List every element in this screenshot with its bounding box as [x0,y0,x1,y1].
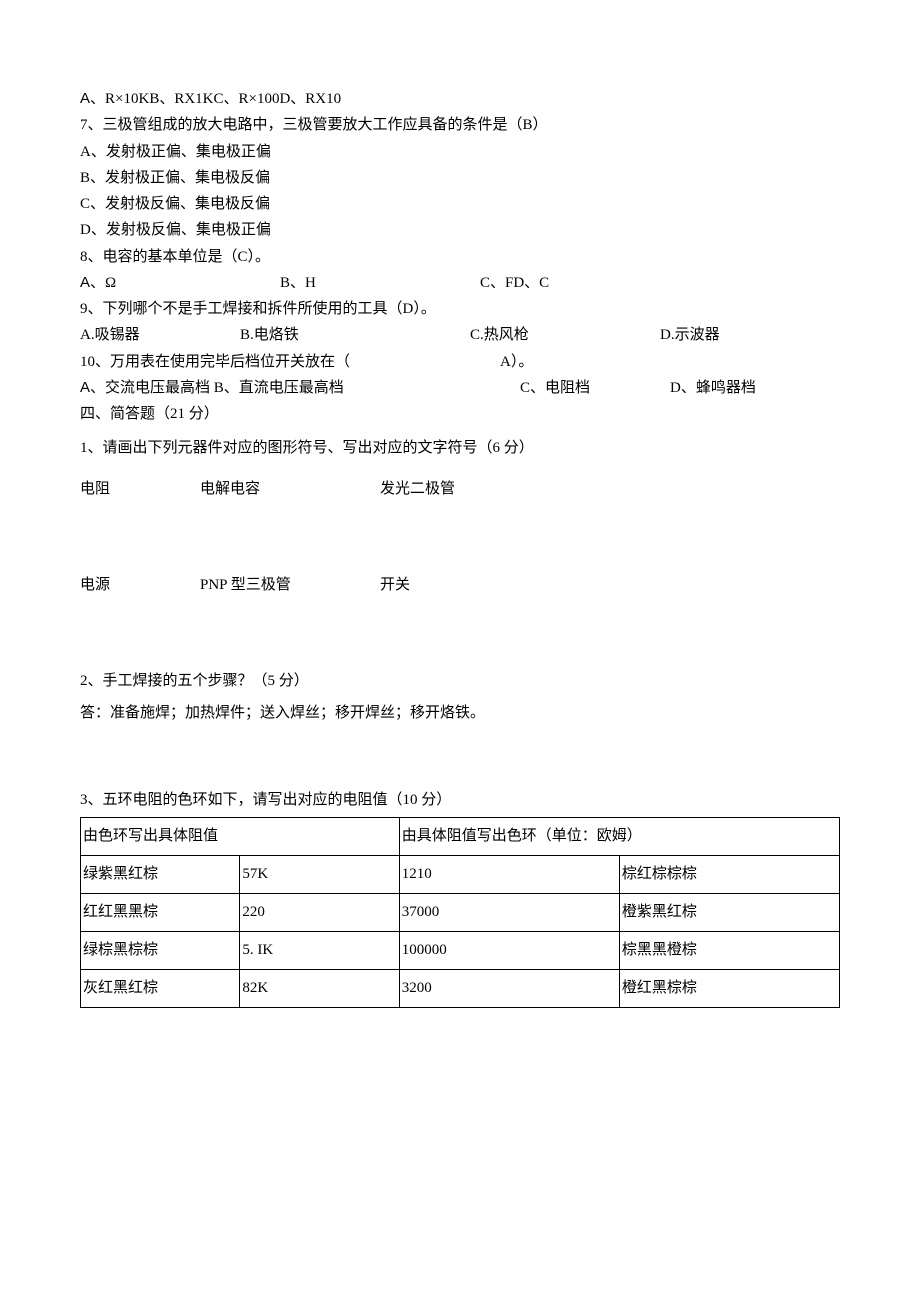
cell-r0-b: 57K [240,855,399,893]
resistor-table: 由色环写出具体阻值 由具体阻值写出色环（单位：欧姆） 绿紫黑红棕 57K 121… [80,817,840,1008]
label-a-prefix: A [80,90,90,107]
s4q2-answer: 答：准备施焊；加热焊件；送入焊丝；移开焊丝；移开烙铁。 [80,700,840,726]
s4q1-r2-i3: 开关 [380,572,520,598]
cell-r3-d: 橙红黑棕棕 [619,969,839,1007]
table-row: 红红黑黑棕 220 37000 橙紫黑红棕 [81,893,840,931]
q9-prompt: 9、下列哪个不是手工焊接和拆件所使用的工具（D）。 [80,296,840,322]
s4q1-r1-i2: 电解电容 [200,476,380,502]
q10-prompt-left: 10、万用表在使用完毕后档位开关放在（ [80,349,500,375]
q7-opt-c: C、发射极反偏、集电极反偏 [80,191,840,217]
table-row: 绿紫黑红棕 57K 1210 棕红棕棕棕 [81,855,840,893]
section4-title: 四、简答题（21 分） [80,401,840,427]
line-a-rx-text: 、R×10KB、RX1KC、R×100D、RX10 [90,91,341,107]
s4q2-prompt: 2、手工焊接的五个步骤？（5 分） [80,668,840,694]
q7-prompt: 7、三极管组成的放大电路中，三极管要放大工作应具备的条件是（B） [80,112,840,138]
q10-opt-c: C、电阻档 [520,375,670,401]
cell-r2-a: 绿棕黑棕棕 [81,931,240,969]
line-a-rx: A、R×10KB、RX1KC、R×100D、RX10 [80,86,840,112]
cell-r3-c: 3200 [399,969,619,1007]
cell-r3-a: 灰红黑红棕 [81,969,240,1007]
cell-r1-d: 橙紫黑红棕 [619,893,839,931]
cell-r0-a: 绿紫黑红棕 [81,855,240,893]
q7-opt-a: A、发射极正偏、集电极正偏 [80,139,840,165]
q10-prompt-row: 10、万用表在使用完毕后档位开关放在（ A）。 [80,349,840,375]
s4q1-r1-i3: 发光二极管 [380,476,520,502]
cell-r3-b: 82K [240,969,399,1007]
s4q3-prompt: 3、五环电阻的色环如下，请写出对应的电阻值（10 分） [80,787,840,813]
table-hdr-right: 由具体阻值写出色环（单位：欧姆） [399,817,839,855]
q9-opt-c: C.热风枪 [470,322,660,348]
table-header-row: 由色环写出具体阻值 由具体阻值写出色环（单位：欧姆） [81,817,840,855]
cell-r2-b: 5. IK [240,931,399,969]
q10-options: A、交流电压最高档 B、直流电压最高档 C、电阻档 D、蜂鸣器档 [80,375,840,401]
table-row: 绿棕黑棕棕 5. IK 100000 棕黑黑橙棕 [81,931,840,969]
table-hdr-left: 由色环写出具体阻值 [81,817,400,855]
q10-opt-d: D、蜂鸣器档 [670,375,756,401]
q10-prompt-right: A）。 [500,349,533,375]
s4q1-row2: 电源 PNP 型三极管 开关 [80,572,840,598]
cell-r1-a: 红红黑黑棕 [81,893,240,931]
cell-r0-c: 1210 [399,855,619,893]
s4q1-r2-i2: PNP 型三极管 [200,572,380,598]
q7-opt-b: B、发射极正偏、集电极反偏 [80,165,840,191]
cell-r2-d: 棕黑黑橙棕 [619,931,839,969]
s4q1-prompt: 1、请画出下列元器件对应的图形符号、写出对应的文字符号（6 分） [80,435,840,461]
q8-options: A、Ω B、H C、FD、C [80,270,840,296]
q7-opt-d: D、发射极反偏、集电极正偏 [80,217,840,243]
q8-opt-b: B、H [280,270,480,296]
section4-title-text: 四、简答题（21 分） [80,406,219,422]
q8-opt-a: A、Ω [80,270,280,296]
q9-opt-a: A.吸锡器 [80,322,240,348]
cell-r1-c: 37000 [399,893,619,931]
q10-opt-ab: A、交流电压最高档 B、直流电压最高档 [80,375,520,401]
q9-opt-b: B.电烙铁 [240,322,470,348]
s4q1-r2-i1: 电源 [80,572,200,598]
q9-opt-d: D.示波器 [660,322,720,348]
s4q1-r1-i1: 电阻 [80,476,200,502]
cell-r0-d: 棕红棕棕棕 [619,855,839,893]
q9-options: A.吸锡器 B.电烙铁 C.热风枪 D.示波器 [80,322,840,348]
table-row: 灰红黑红棕 82K 3200 橙红黑棕棕 [81,969,840,1007]
cell-r2-c: 100000 [399,931,619,969]
cell-r1-b: 220 [240,893,399,931]
q8-prompt: 8、电容的基本单位是（C）。 [80,244,840,270]
q8-opt-c: C、FD、C [480,270,549,296]
s4q1-row1: 电阻 电解电容 发光二极管 [80,476,840,502]
